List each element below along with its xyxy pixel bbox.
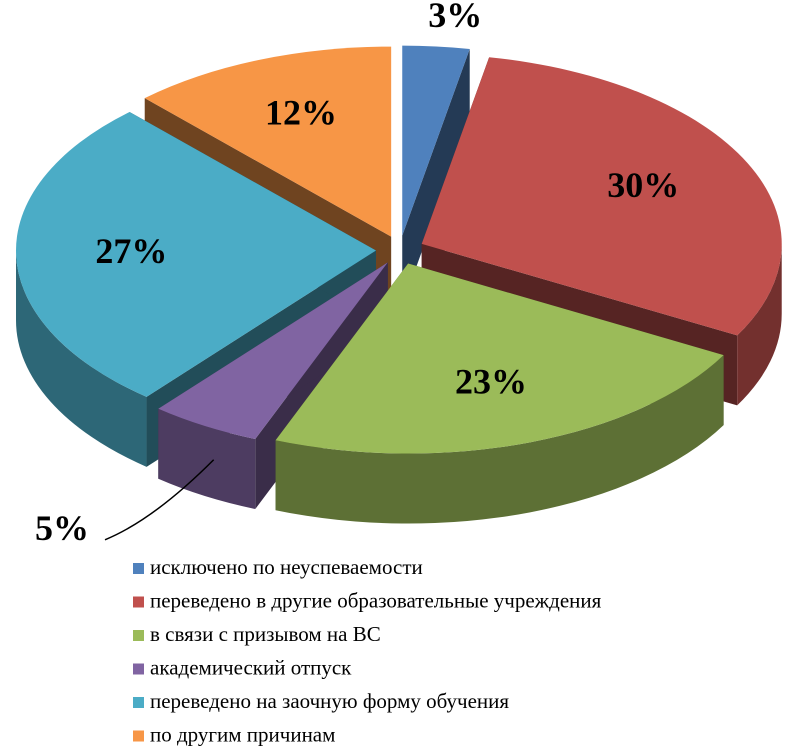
- legend-swatch: [133, 596, 144, 608]
- data-label: 12%: [265, 93, 337, 133]
- legend-swatch: [133, 663, 144, 675]
- data-label: 30%: [607, 165, 679, 205]
- legend-swatch: [133, 563, 144, 574]
- legend-swatch: [133, 630, 144, 641]
- data-label: 3%: [428, 0, 482, 35]
- slice: [275, 263, 724, 524]
- slice: [158, 262, 388, 440]
- slice: [16, 111, 377, 397]
- slice-side: [402, 49, 470, 306]
- slice: [144, 46, 392, 237]
- legend-swatch: [133, 730, 144, 742]
- data-label: 23%: [455, 361, 527, 401]
- slice-side: [16, 250, 147, 467]
- legend-label: исключено по неуспеваемости: [150, 555, 423, 579]
- slice-side: [275, 355, 724, 524]
- slice: [402, 45, 470, 236]
- legend-swatch: [133, 697, 144, 708]
- slice: [421, 57, 782, 336]
- legend-label: переведено в другие образовательные учре…: [150, 588, 602, 612]
- leader-line: [104, 459, 215, 541]
- slice: [402, 45, 470, 306]
- legend-label: в связи с призывом на ВС: [150, 622, 381, 646]
- data-label: 5%: [35, 508, 89, 548]
- legend-label: академический отпуск: [150, 655, 352, 679]
- legend-label: переведено на заочную форму обучения: [150, 689, 509, 713]
- slice-side: [737, 243, 782, 406]
- slice: [275, 263, 724, 454]
- data-label: 27%: [95, 231, 167, 271]
- legend-label: по другим причинам: [150, 722, 335, 746]
- slice-side: [158, 408, 256, 510]
